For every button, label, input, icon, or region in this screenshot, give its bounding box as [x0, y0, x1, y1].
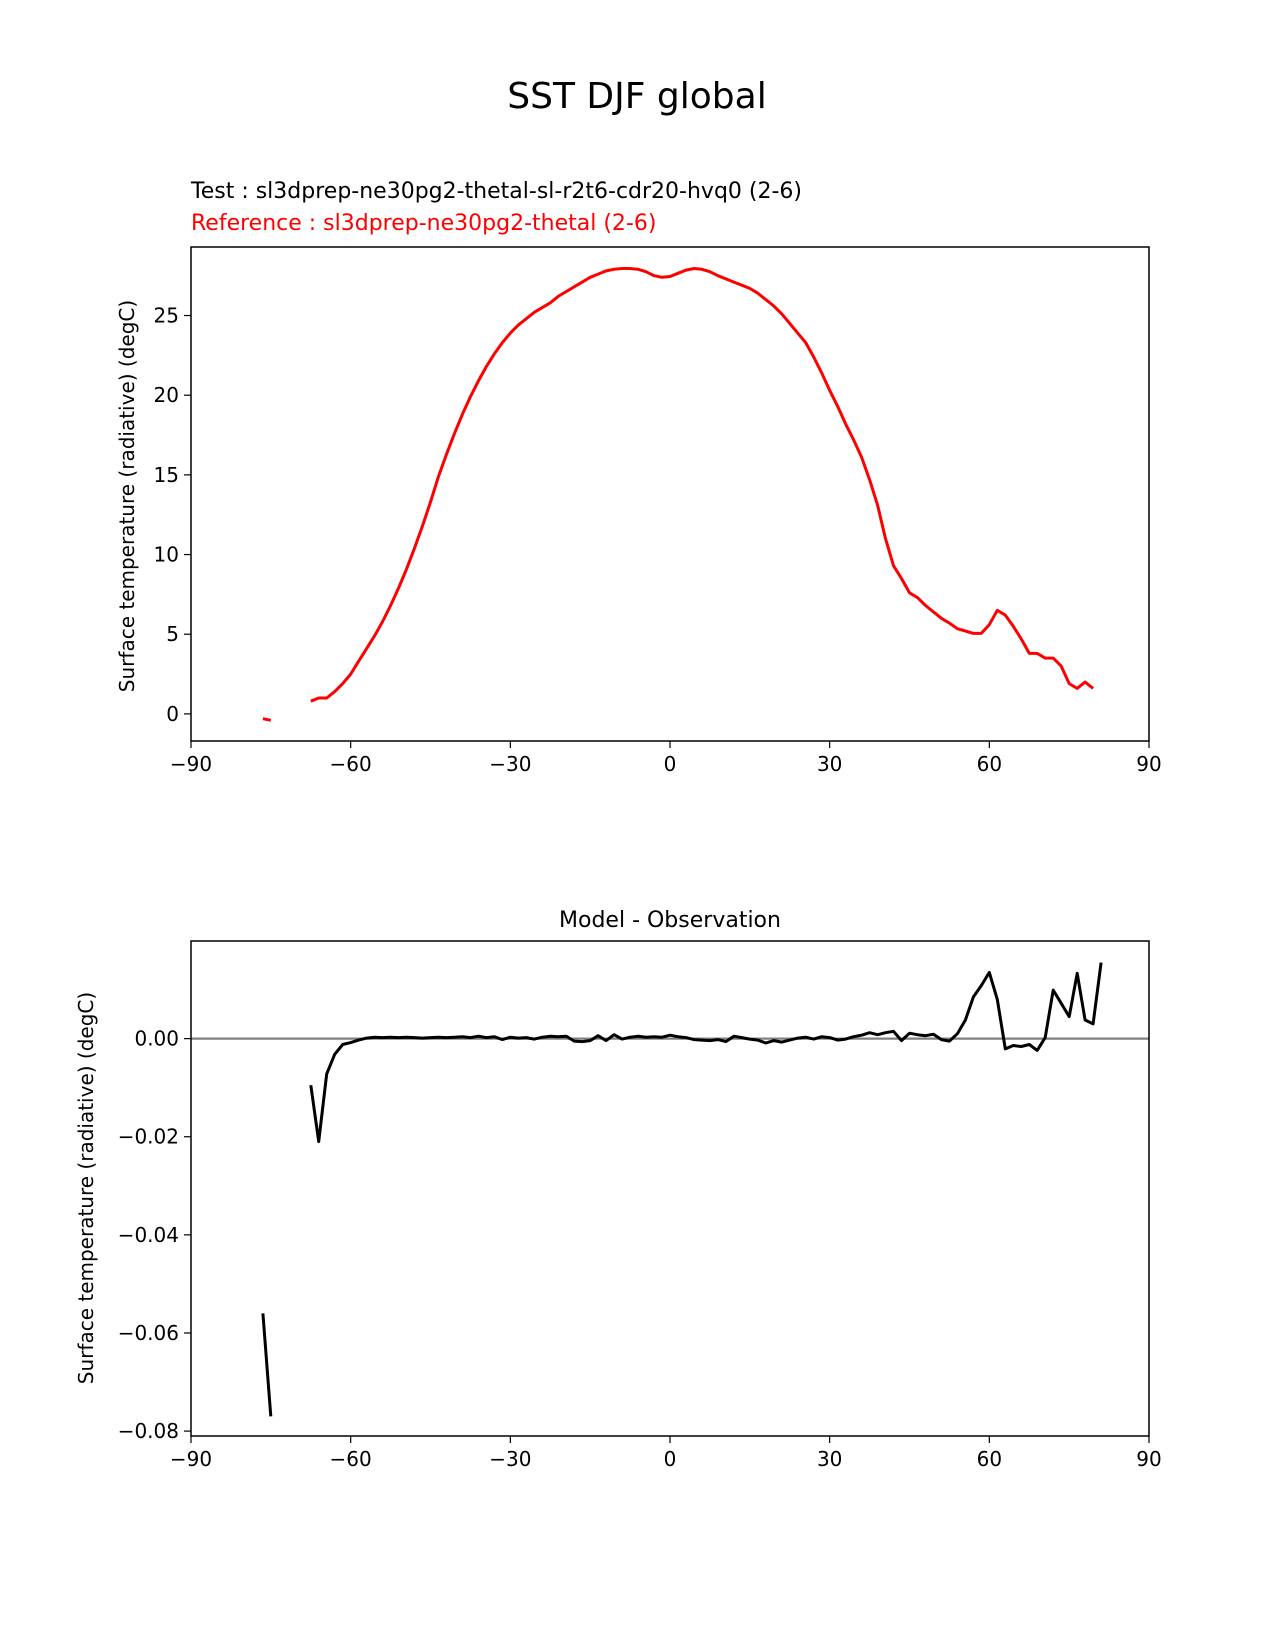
y-tick-label: 20 [154, 383, 179, 407]
series-line-model-observation [261, 1313, 273, 1417]
y-axis-label: Surface temperature (radiative) (degC) [115, 300, 139, 692]
series-line-test [263, 719, 271, 721]
y-tick-label: −0.06 [118, 1321, 179, 1345]
x-tick-label: 0 [664, 1447, 677, 1471]
figure-title: SST DJF global [507, 76, 766, 117]
x-tick-label: −90 [170, 1447, 212, 1471]
x-tick-label: 90 [1136, 752, 1161, 776]
y-axis-label: Surface temperature (radiative) (degC) [74, 992, 98, 1384]
x-tick-label: 90 [1136, 1447, 1161, 1471]
difference-title: Model - Observation [559, 908, 781, 933]
y-tick-label: −0.02 [118, 1125, 179, 1149]
x-tick-label: −30 [489, 752, 531, 776]
x-tick-label: −90 [170, 752, 212, 776]
x-tick-label: −60 [330, 1447, 372, 1471]
series-line-model-observation [309, 962, 1103, 1144]
y-tick-label: 0.00 [134, 1027, 179, 1051]
x-tick-label: −30 [489, 1447, 531, 1471]
axis-ticks: −90 −60 −30 0 30 60 90 0 5 10 15 20 25 [154, 304, 1162, 776]
plot-frame [190, 246, 1150, 742]
series-line-test [311, 269, 1093, 702]
y-tick-label: 15 [154, 463, 179, 487]
climatology-panel: Test : sl3dprep-ne30pg2-thetal-sl-r2t6-c… [115, 179, 1162, 776]
x-tick-label: 0 [664, 752, 677, 776]
x-tick-label: 30 [817, 1447, 842, 1471]
series-lines [262, 267, 1095, 722]
x-tick-label: 30 [817, 752, 842, 776]
y-tick-label: −0.08 [118, 1419, 179, 1443]
y-tick-label: 10 [154, 543, 179, 567]
difference-panel: Model - Observation Surface temperature … [74, 908, 1162, 1471]
axis-ticks: −90 −60 −30 0 30 60 90 −0.08 −0.06 −0.04 −0.02 0.00 [118, 1027, 1162, 1471]
series-line-reference [262, 717, 272, 722]
x-tick-label: −60 [330, 752, 372, 776]
series-line-reference [310, 267, 1095, 703]
series-lines [191, 962, 1149, 1417]
reference-label: Reference : sl3dprep-ne30pg2-thetal (2-6… [191, 211, 656, 236]
test-label: Test : sl3dprep-ne30pg2-thetal-sl-r2t6-c… [190, 179, 802, 204]
y-tick-label: 5 [166, 622, 179, 646]
plot-frame [190, 940, 1150, 1437]
x-tick-label: 60 [977, 1447, 1002, 1471]
y-tick-label: 25 [154, 304, 179, 328]
y-tick-label: −0.04 [118, 1223, 179, 1247]
y-tick-label: 0 [166, 702, 179, 726]
x-tick-label: 60 [977, 752, 1002, 776]
